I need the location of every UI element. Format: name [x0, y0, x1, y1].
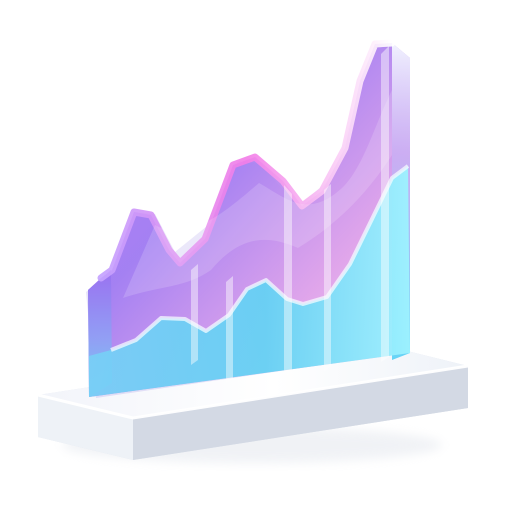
- cyan-glass-area: [89, 166, 410, 397]
- top-ridge-highlight: [97, 39, 396, 282]
- cyan-wave-highlight: [110, 164, 410, 352]
- glass-sheen: [123, 90, 392, 298]
- glass-reflections: [191, 46, 389, 383]
- base-pedestal: [37, 343, 469, 463]
